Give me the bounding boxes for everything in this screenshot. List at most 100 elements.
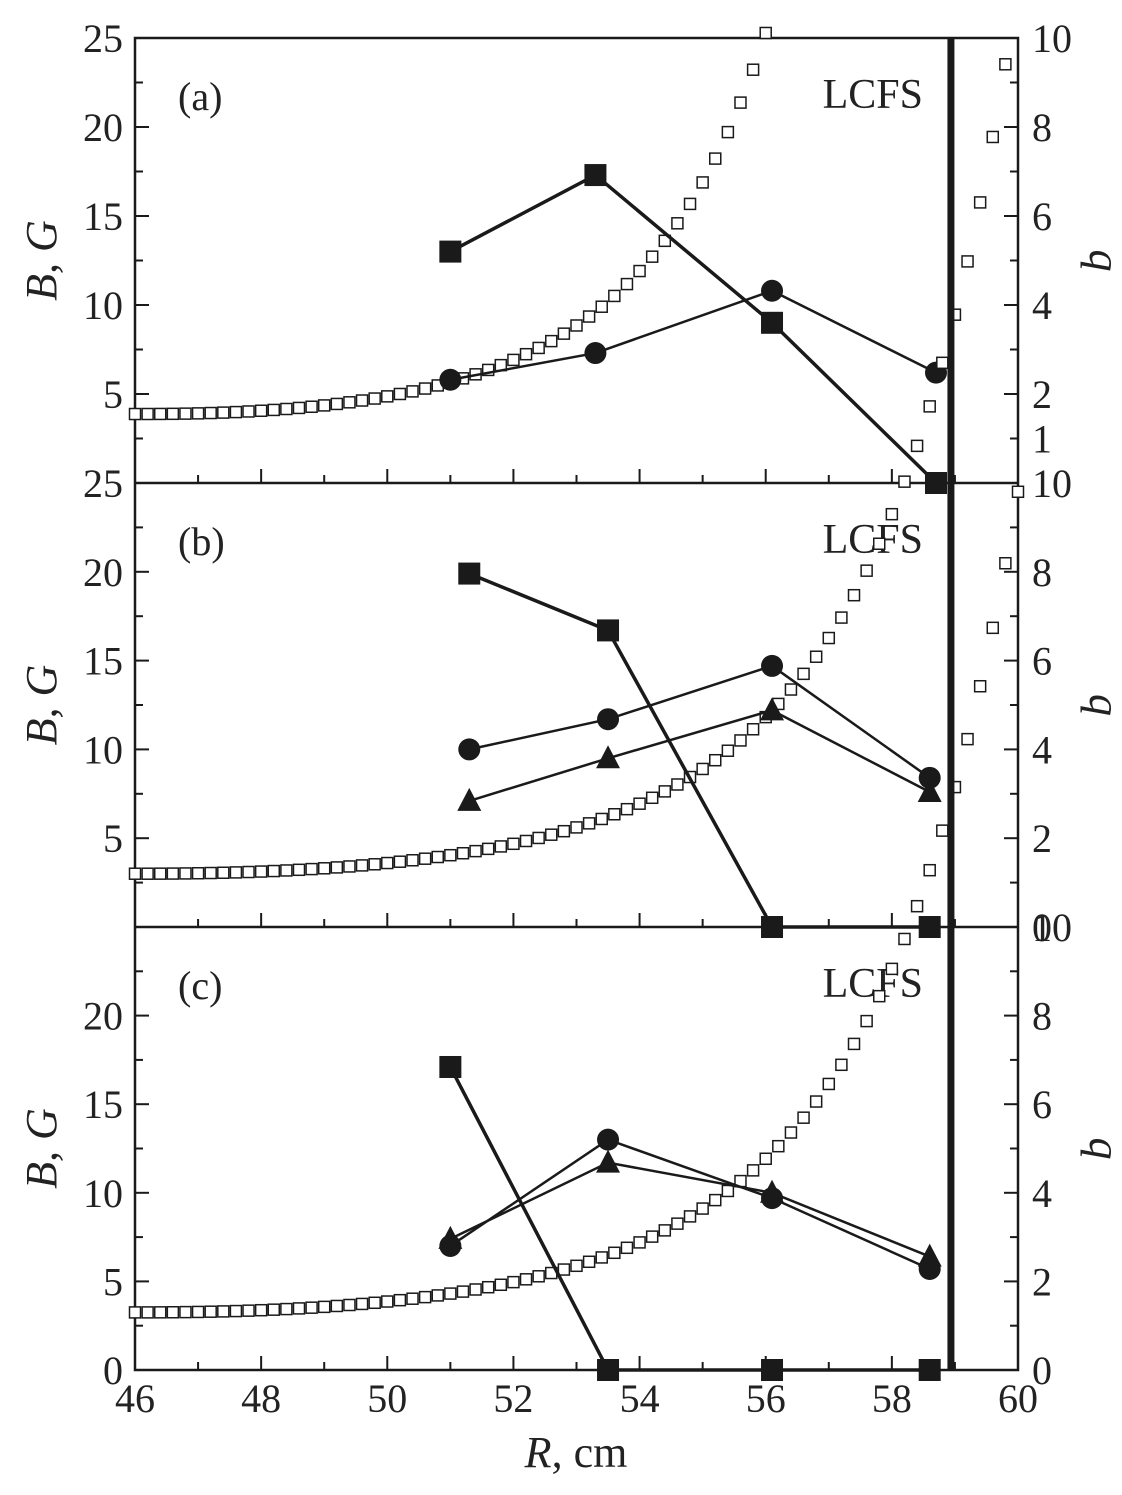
panel-b-q-marker — [406, 854, 419, 867]
panel-c-q-marker — [242, 1304, 255, 1317]
panel-b-q-marker — [582, 817, 596, 830]
plot-frame — [133, 36, 1020, 1372]
panel-b-q-marker — [658, 785, 672, 798]
panel-c-q-marker — [305, 1301, 318, 1314]
panel-b-q-marker — [418, 852, 432, 865]
panel-c-q-marker — [494, 1278, 508, 1292]
panel-c-triangle-marker — [438, 1225, 463, 1249]
panel-c-q-marker — [267, 1303, 281, 1316]
panel-b-q-marker — [898, 475, 911, 488]
panel-b-q-marker — [620, 802, 634, 816]
panel-a-q-marker — [620, 277, 634, 291]
x-tick-label: 46 — [115, 1376, 155, 1421]
panel-c-circle-marker — [597, 1128, 620, 1151]
panel-a-q-marker — [709, 152, 722, 165]
panel-c-q-marker — [141, 1306, 154, 1319]
panel-b-q-marker — [179, 867, 192, 880]
panel-b-circle-marker — [761, 654, 784, 677]
panel-a-label: (a) — [178, 74, 222, 119]
panel-b-triangle-marker — [457, 787, 482, 811]
panel-c-q-marker — [153, 1306, 167, 1319]
panel-c-q-marker — [166, 1306, 180, 1319]
panel-a-q-marker — [368, 392, 381, 405]
panel-b-q-marker — [608, 808, 621, 821]
panel-b-right-tick-label: 6 — [1032, 639, 1052, 684]
panel-b-q-marker — [267, 864, 281, 878]
panel-c-left-tick-label: 15 — [83, 1082, 123, 1127]
panel-b-q-marker — [456, 846, 470, 860]
panel-b-q-marker — [191, 867, 205, 880]
panel-b-q-marker — [217, 866, 230, 879]
panel-a-square-marker — [761, 311, 784, 334]
panel-c-q-marker — [418, 1290, 432, 1304]
panel-c-right-tick-label: 8 — [1032, 994, 1052, 1039]
panel-b-q-marker — [809, 650, 823, 663]
panel-b-q-marker — [746, 723, 760, 736]
panel-c-q-marker — [822, 1077, 836, 1091]
panel-a-q-marker — [242, 405, 255, 418]
panel-c-q-marker — [709, 1193, 722, 1207]
panel-b-square-marker — [597, 619, 620, 642]
panel-c-q-marker — [999, 557, 1012, 570]
panel-c-q-marker — [343, 1298, 356, 1312]
panel-a-q-marker — [204, 406, 217, 420]
panel-a-right-tick-label: 8 — [1032, 105, 1052, 150]
panel-c-triangle-marker — [760, 1179, 785, 1203]
panel-c-q-marker — [532, 1270, 545, 1283]
panel-c-q-marker — [797, 1111, 810, 1124]
panel-a-right-tick-label: 1 — [1032, 417, 1052, 462]
panel-b-left-tick-label: 10 — [83, 727, 123, 772]
panel-a-circle-line — [450, 289, 937, 381]
panel-a-right-tick-label: 10 — [1032, 16, 1072, 61]
panel-a-square-marker — [584, 164, 607, 187]
panel-a-ylabel-right: q — [1080, 250, 1122, 272]
panel-b-triangle-line — [468, 708, 931, 803]
panel-a-q-marker — [166, 407, 180, 421]
panel-b-q-marker — [797, 667, 810, 681]
panel-b-q-marker — [128, 867, 142, 880]
panel-c-q-marker — [444, 1287, 457, 1300]
panel-a-q-marker — [545, 334, 558, 348]
panel-b-q-marker — [570, 821, 583, 834]
panel-a-q-marker — [128, 407, 142, 421]
panel-a-q-marker — [608, 289, 621, 303]
panel-b-q-marker — [961, 255, 974, 268]
panel-b-q-marker — [292, 863, 306, 877]
panel-c-q-marker — [872, 989, 886, 1003]
panel-b-q-marker — [696, 762, 709, 776]
panel-a-q-marker — [381, 390, 394, 403]
panel-c-right-tick-label: 10 — [1032, 905, 1072, 950]
panel-b-q-marker — [986, 130, 1000, 144]
panel-a-q-marker — [217, 406, 230, 419]
panel-a-ylabel-left: B, G — [17, 220, 66, 301]
panel-a-q-marker — [645, 250, 659, 263]
panel-c-q-marker — [582, 1255, 596, 1269]
panel-b-q-marker — [254, 865, 268, 878]
panel-a-q-marker — [633, 264, 646, 278]
panel-c-q-marker — [355, 1297, 369, 1311]
panel-b-right-tick-label: 8 — [1032, 550, 1052, 595]
panel-b-q-marker — [633, 797, 646, 810]
panel-c-right-tick-label: 4 — [1032, 1171, 1052, 1216]
panel-c-q-marker — [381, 1295, 394, 1308]
panel-c-q-marker — [469, 1283, 482, 1296]
panel-a-q-marker — [267, 403, 281, 417]
panel-b-q-marker — [872, 537, 886, 550]
x-tick-label: 58 — [872, 1376, 912, 1421]
panel-c-q-marker — [128, 1306, 142, 1319]
panel-c-square-marker — [597, 1359, 620, 1381]
panel-a-q-marker — [254, 404, 268, 418]
panel-b-ylabel-right: q — [1080, 694, 1122, 716]
panel-c-q-marker — [986, 621, 1000, 635]
panel-b-q-marker — [936, 356, 949, 370]
panel-b-q-marker — [671, 778, 684, 791]
panel-c-left-tick-label: 5 — [103, 1259, 123, 1304]
panel-c-q-marker — [280, 1302, 293, 1316]
panel-c-q-marker — [557, 1263, 571, 1276]
panel-b-left-tick-label: 5 — [103, 816, 123, 861]
panel-b-q-marker — [835, 611, 848, 624]
panel-b-q-marker — [393, 855, 407, 868]
panel-b-triangle-marker — [596, 745, 621, 769]
panel-b-q-marker — [381, 856, 394, 870]
